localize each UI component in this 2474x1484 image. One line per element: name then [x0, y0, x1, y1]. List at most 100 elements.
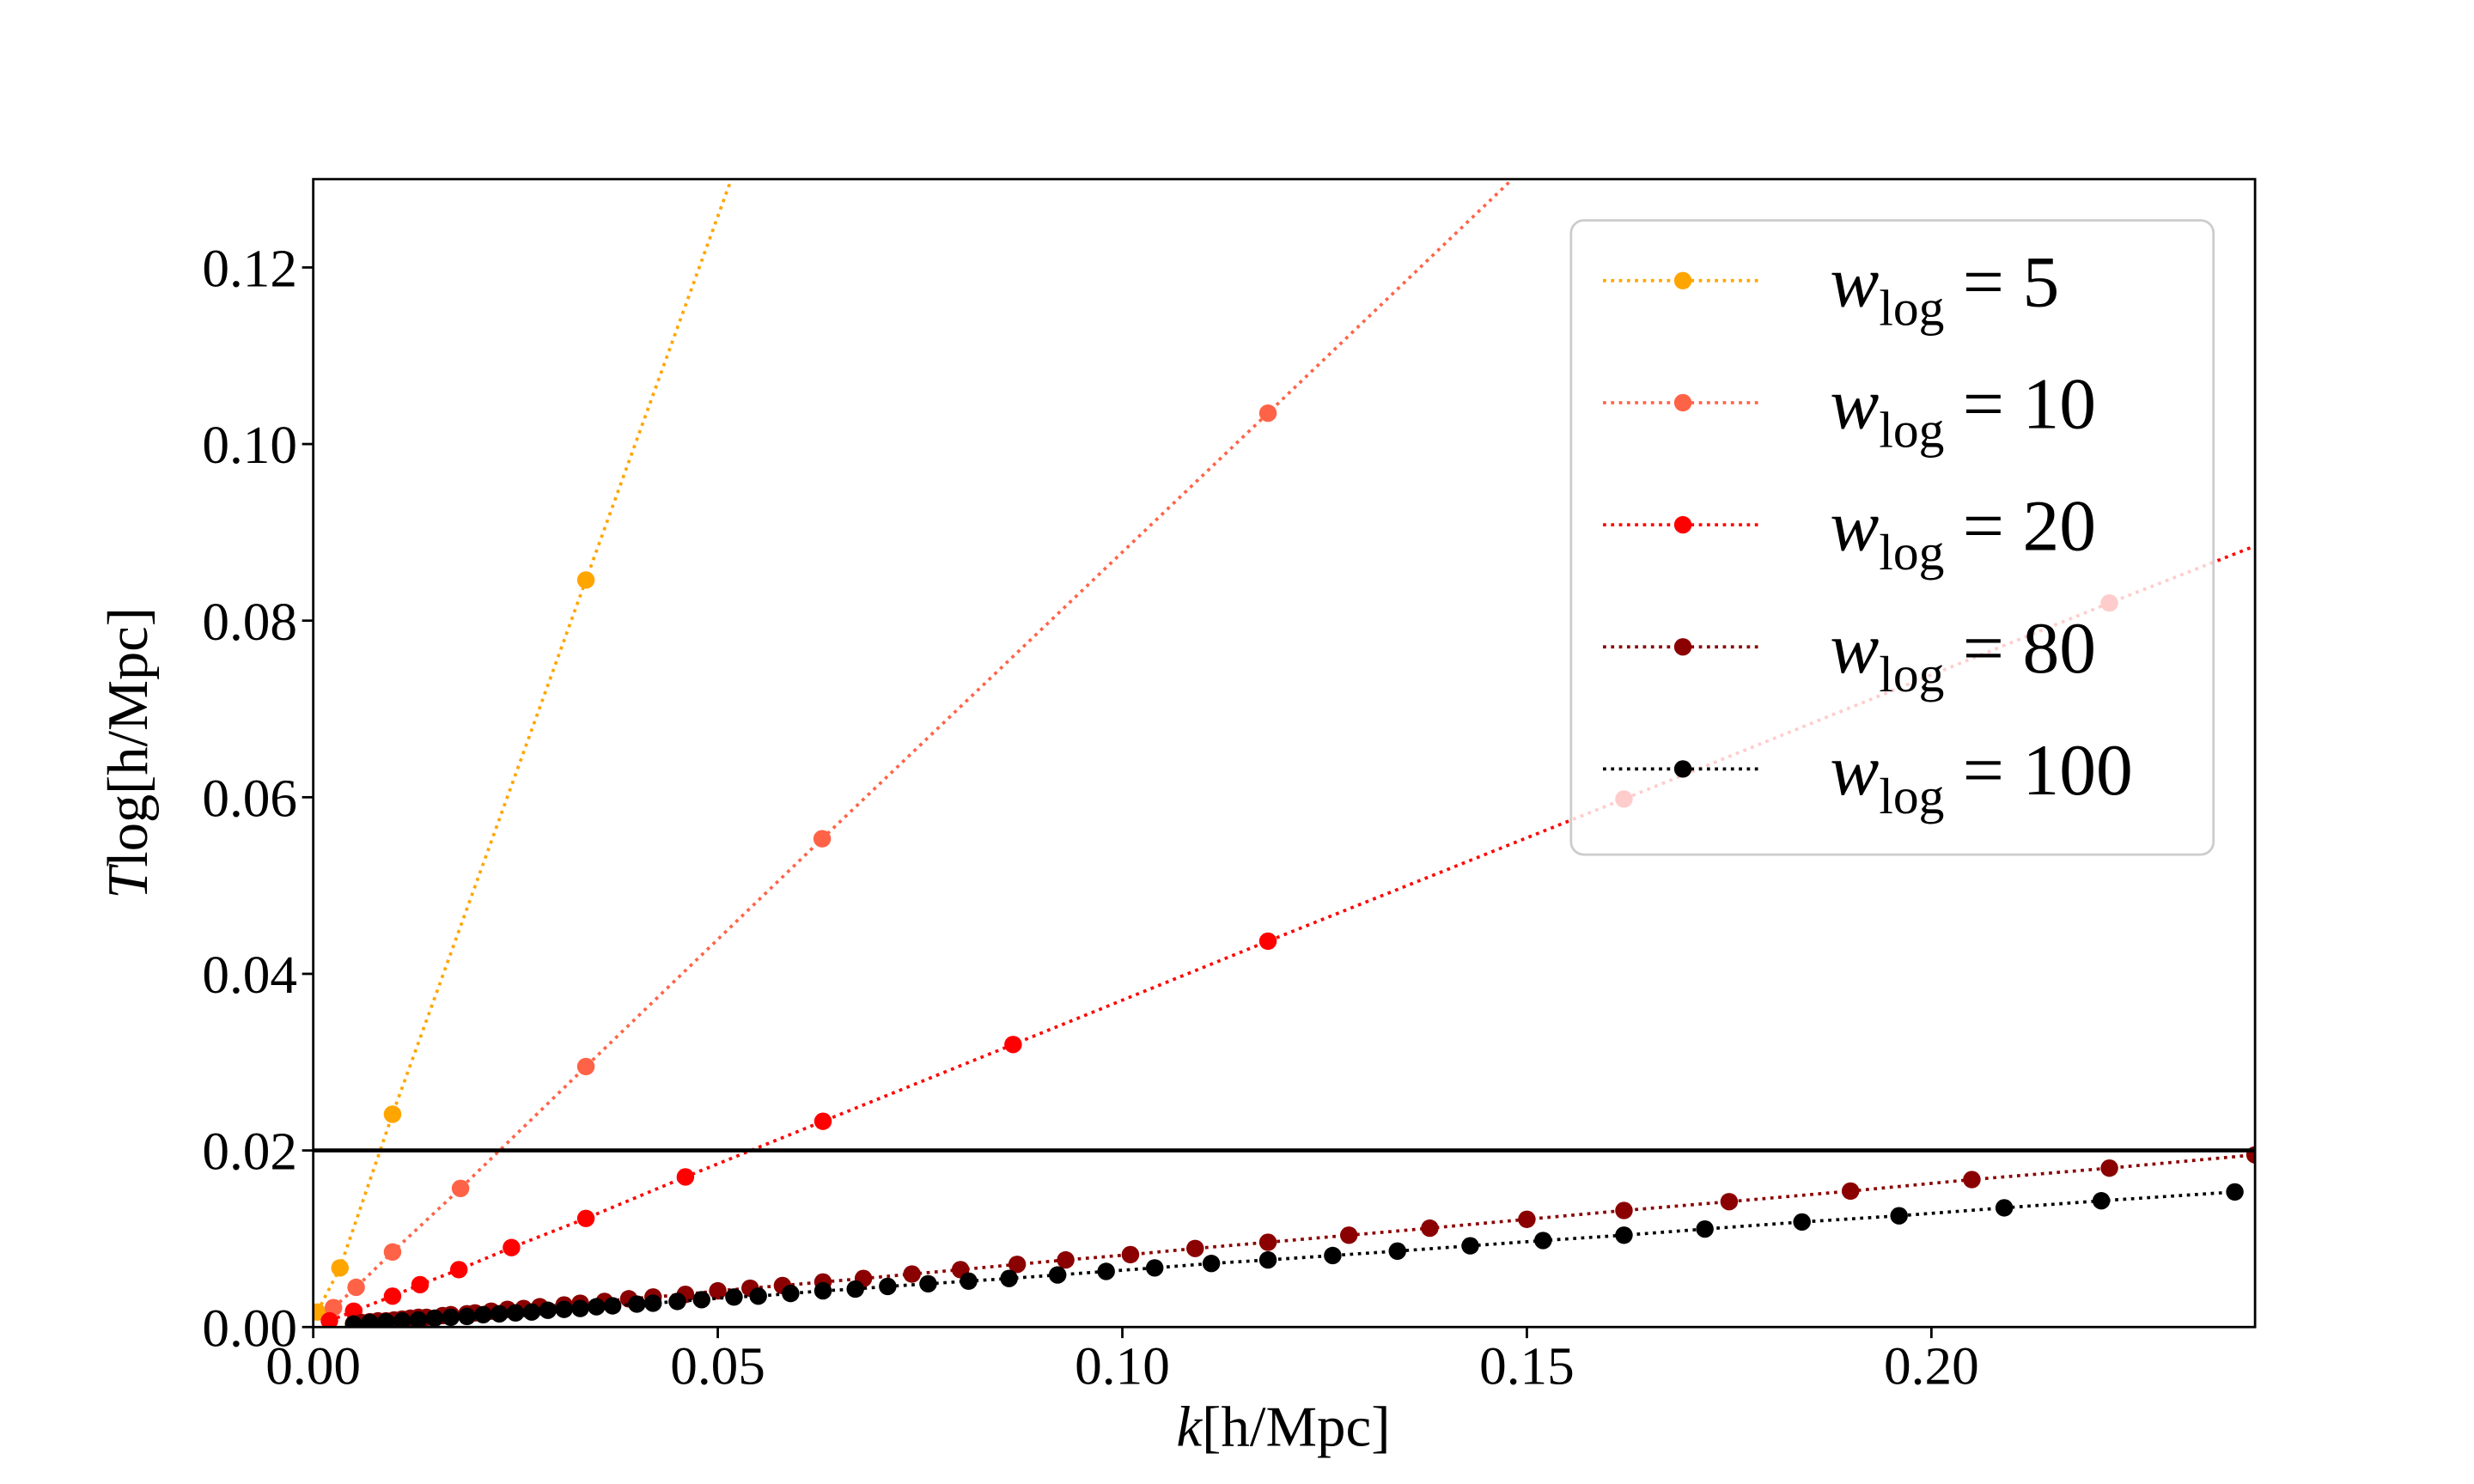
- x-axis-label: k[h/Mpc]: [1176, 1396, 1390, 1459]
- data-point: [588, 1298, 606, 1316]
- x-tick-label: 0.10: [1075, 1336, 1170, 1396]
- data-point: [813, 1281, 832, 1300]
- data-point: [576, 1209, 595, 1227]
- x-tick-label: 0.15: [1479, 1336, 1575, 1396]
- y-tick-label: 0.06: [202, 769, 297, 829]
- data-point: [1720, 1193, 1739, 1211]
- legend-marker: [1673, 393, 1692, 412]
- data-point: [522, 1303, 541, 1321]
- data-point: [451, 1179, 470, 1197]
- data-point: [409, 1311, 428, 1328]
- y-tick-label: 0.10: [202, 415, 297, 475]
- plot-area: [313, 179, 2256, 1328]
- data-point: [377, 1312, 395, 1328]
- data-point: [782, 1285, 800, 1303]
- data-point: [361, 1313, 379, 1328]
- data-point: [1696, 1219, 1714, 1238]
- data-point: [846, 1280, 864, 1298]
- legend-label: wlog = 20: [1830, 486, 2096, 581]
- data-point: [2226, 1183, 2244, 1201]
- data-point: [393, 1311, 411, 1328]
- legend-marker: [1673, 760, 1692, 778]
- data-point: [1890, 1207, 1908, 1225]
- data-point: [344, 1315, 363, 1328]
- data-point: [571, 1299, 589, 1317]
- data-point: [725, 1288, 743, 1306]
- y-tick-label: 0.08: [202, 592, 297, 652]
- data-point: [347, 1278, 365, 1297]
- data-point: [1963, 1171, 1981, 1189]
- data-point: [331, 1259, 349, 1277]
- data-point: [1388, 1242, 1406, 1260]
- data-point: [1793, 1213, 1811, 1232]
- y-axis-label: Tlog[h/Mpc]: [97, 607, 160, 899]
- data-point: [1324, 1246, 1342, 1265]
- data-point: [576, 1057, 595, 1076]
- data-point: [383, 1243, 402, 1261]
- data-point: [555, 1300, 573, 1318]
- data-point: [449, 1261, 468, 1279]
- data-point: [879, 1277, 897, 1296]
- data-point: [411, 1275, 430, 1294]
- data-point: [960, 1272, 978, 1290]
- data-point: [1145, 1259, 1164, 1277]
- data-point: [1258, 404, 1277, 423]
- data-point: [383, 1105, 402, 1123]
- y-tick-label: 0.00: [202, 1298, 297, 1359]
- data-point: [2100, 1159, 2118, 1177]
- data-point: [919, 1274, 937, 1293]
- data-point: [1048, 1266, 1067, 1284]
- legend-label: wlog = 100: [1830, 730, 2133, 824]
- data-point: [383, 1287, 402, 1305]
- y-tick-label: 0.02: [202, 1122, 297, 1182]
- data-point: [503, 1238, 521, 1256]
- data-point: [813, 830, 832, 848]
- data-point: [813, 1112, 832, 1130]
- data-point: [1461, 1237, 1479, 1255]
- data-point: [1841, 1182, 1860, 1201]
- data-point: [1258, 1233, 1277, 1251]
- data-point: [749, 1287, 767, 1305]
- legend-box: [1569, 219, 2215, 856]
- data-point: [1202, 1255, 1221, 1273]
- data-point: [506, 1304, 525, 1322]
- data-point: [1995, 1199, 2014, 1217]
- y-tick-label: 0.04: [202, 945, 297, 1005]
- data-point: [1008, 1256, 1027, 1274]
- data-point: [2092, 1192, 2111, 1210]
- legend-label: wlog = 80: [1830, 608, 2096, 702]
- legend-marker: [1673, 638, 1692, 656]
- legend-label: wlog = 5: [1830, 242, 2059, 337]
- data-point: [603, 1297, 622, 1315]
- data-point: [1186, 1239, 1204, 1257]
- data-point: [425, 1309, 444, 1328]
- data-point: [709, 1281, 727, 1300]
- data-point: [668, 1292, 686, 1311]
- data-point: [474, 1305, 492, 1323]
- data-point: [1518, 1210, 1536, 1228]
- x-tick-label: 0.00: [265, 1336, 361, 1396]
- x-tick-label: 0.05: [670, 1336, 765, 1396]
- data-point: [1615, 1226, 1633, 1244]
- data-point: [676, 1168, 695, 1186]
- data-point: [1057, 1250, 1075, 1269]
- data-point: [1121, 1245, 1140, 1264]
- data-point: [458, 1307, 476, 1326]
- data-point: [576, 571, 595, 589]
- legend-marker: [1673, 271, 1692, 289]
- data-point: [1615, 1201, 1633, 1219]
- data-point: [491, 1305, 509, 1323]
- data-point: [442, 1308, 460, 1327]
- data-point: [1004, 1036, 1022, 1054]
- data-point: [1000, 1269, 1018, 1287]
- plot-frame: [312, 178, 2257, 1329]
- data-point: [1097, 1262, 1115, 1280]
- data-point: [1421, 1219, 1439, 1238]
- data-point: [1534, 1232, 1552, 1250]
- data-point: [628, 1295, 646, 1313]
- data-point: [644, 1294, 662, 1312]
- data-point: [1258, 932, 1277, 951]
- x-tick-label: 0.20: [1884, 1336, 1979, 1396]
- legend-marker: [1673, 515, 1692, 534]
